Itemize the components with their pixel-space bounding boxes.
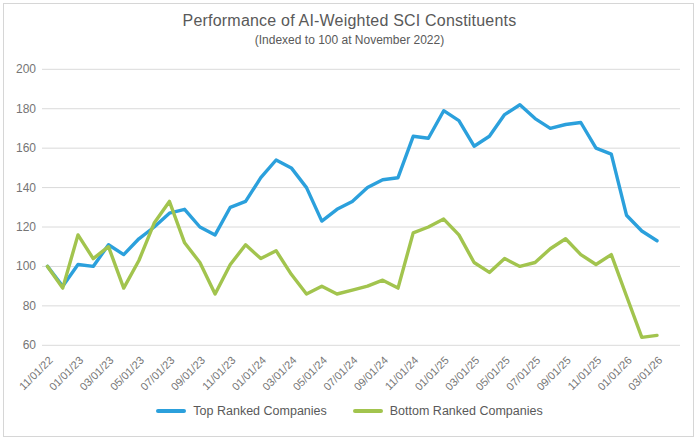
chart: { "chart": { "title": "Performance of AI… <box>0 0 699 440</box>
y-axis-label-120: 120 <box>16 220 36 234</box>
y-axis-label-80: 80 <box>23 299 37 313</box>
legend-label-top-ranked: Top Ranked Companies <box>193 404 326 418</box>
y-axis-label-160: 160 <box>16 141 36 155</box>
bottom-ranked-line-swatch-icon <box>353 409 383 413</box>
top-ranked-line-swatch-icon <box>156 409 186 413</box>
chart-legend: Top Ranked Companies Bottom Ranked Compa… <box>0 404 699 418</box>
legend-item-top-ranked: Top Ranked Companies <box>156 404 326 418</box>
y-axis-label-60: 60 <box>23 338 37 352</box>
x-axis-label-03/01/26: 03/01/26 <box>626 354 665 393</box>
line-chart-plot-area: 200180160140120100806011/01/2201/01/2303… <box>0 0 699 440</box>
legend-item-bottom-ranked: Bottom Ranked Companies <box>353 404 543 418</box>
y-axis-label-200: 200 <box>16 62 36 76</box>
legend-label-bottom-ranked: Bottom Ranked Companies <box>390 404 543 418</box>
series-line-bottom-ranked-companies <box>48 201 658 337</box>
y-axis-label-180: 180 <box>16 102 36 116</box>
y-axis-label-100: 100 <box>16 259 36 273</box>
y-axis-label-140: 140 <box>16 181 36 195</box>
